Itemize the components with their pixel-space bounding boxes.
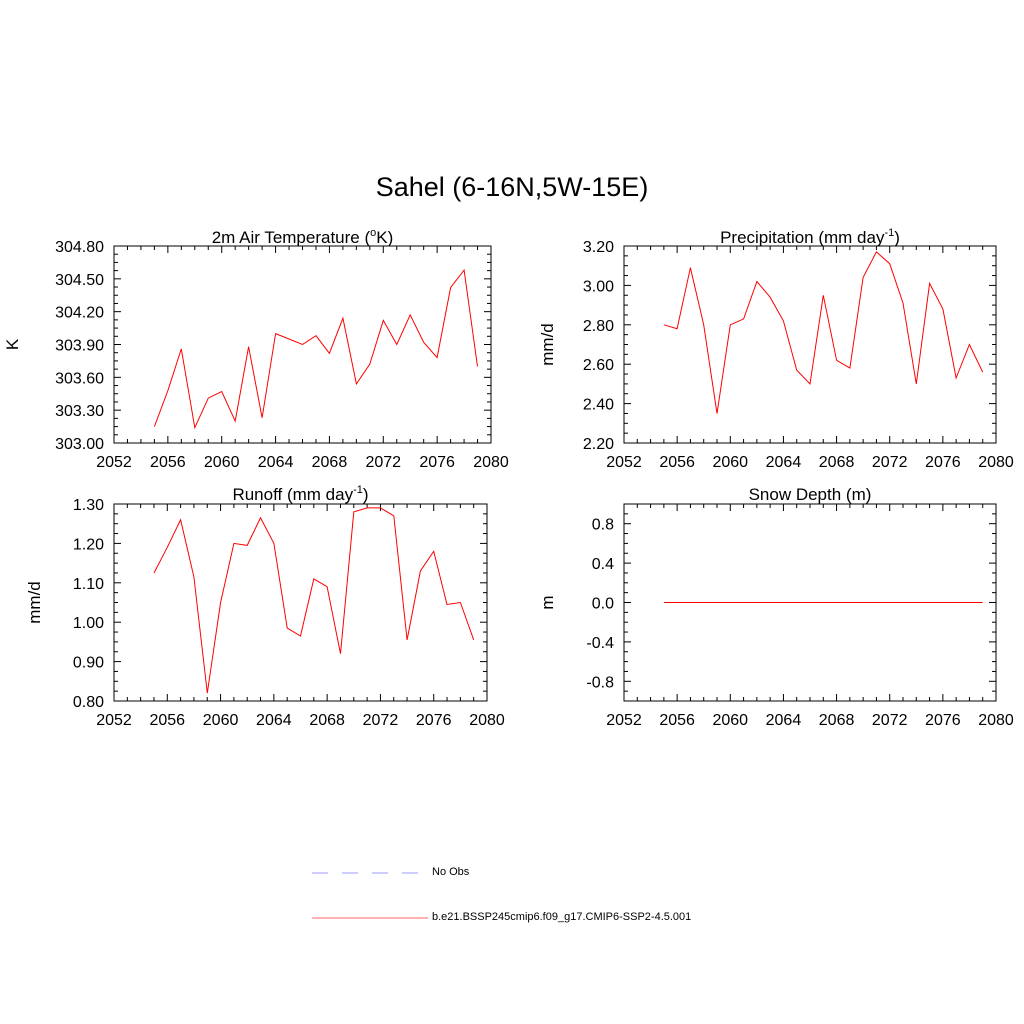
plot-frame (113, 503, 488, 702)
y-tick-label: 0.0 (592, 596, 614, 613)
x-tick-label: 2060 (203, 712, 239, 729)
x-tick-label: 2052 (606, 454, 642, 471)
x-tick-label: 2080 (978, 712, 1014, 729)
y-tick-label: 1.30 (73, 497, 104, 514)
chart-panel-3: Runoff (mm day-1) mm/d 2052 2056 2060 2064 206… (25, 484, 505, 729)
y-tick-label: 304.80 (55, 239, 104, 256)
y-tick-label: 304.20 (55, 305, 104, 322)
x-tick-label: 2052 (96, 454, 132, 471)
y-tick-label: 3.00 (583, 278, 614, 295)
y-axis-label: mm/d (538, 323, 557, 366)
y-tick-label: 0.80 (73, 694, 104, 711)
chart-panel-2: Precipitation (mm day-1) mm/d 2052 2056 2060… (538, 227, 1014, 471)
series-line (153, 507, 475, 694)
y-tick-label: 3.20 (583, 239, 614, 256)
y-tick-label: -0.8 (586, 674, 614, 691)
x-tick-label: 2072 (872, 712, 908, 729)
x-tick-label: 2080 (469, 712, 505, 729)
chart-panel-4: Snow Depth (m) m 2052 2056 2060 2064 2068 2072 2… (538, 485, 1014, 729)
x-tick-label: 2072 (365, 454, 401, 471)
y-tick-label: 303.00 (55, 436, 104, 453)
x-tick-label: 2072 (363, 712, 399, 729)
y-axis-label: K (3, 338, 22, 350)
x-tick-label: 2076 (416, 712, 452, 729)
y-axis-label: m (538, 595, 557, 609)
x-tick-label: 2056 (149, 712, 185, 729)
chart-title: Runoff (mm day-1) (232, 484, 368, 504)
series-line (153, 268, 478, 430)
x-tick-label: 2052 (96, 712, 132, 729)
chart-title: Snow Depth (m) (749, 485, 872, 504)
plot-frame (623, 245, 997, 444)
y-tick-label: 2.40 (583, 397, 614, 414)
x-tick-label: 2076 (925, 454, 961, 471)
x-tick-label: 2064 (766, 712, 802, 729)
x-tick-label: 2076 (925, 712, 961, 729)
x-tick-label: 2064 (258, 454, 294, 471)
x-tick-label: 2064 (766, 454, 802, 471)
y-tick-label: 303.30 (55, 403, 104, 420)
y-tick-label: 0.8 (592, 517, 614, 534)
x-tick-label: 2060 (204, 454, 240, 471)
x-tick-label: 2080 (978, 454, 1014, 471)
x-tick-label: 2056 (150, 454, 186, 471)
y-axis-label: mm/d (25, 581, 44, 624)
chart-title: Precipitation (mm day-1) (720, 227, 900, 247)
x-tick-label: 2056 (659, 454, 695, 471)
x-tick-label: 2068 (819, 454, 855, 471)
y-tick-label: 2.80 (583, 318, 614, 335)
y-tick-label: 1.00 (73, 615, 104, 632)
x-tick-label: 2064 (256, 712, 292, 729)
x-tick-label: 2068 (312, 454, 348, 471)
chart-panel-1: 2m Air Temperature (oK) K 2052 2056 2060 2064… (3, 227, 509, 471)
y-tick-label: 303.60 (55, 370, 104, 387)
x-tick-label: 2060 (712, 454, 748, 471)
x-tick-label: 2052 (606, 712, 642, 729)
x-tick-label: 2068 (309, 712, 345, 729)
y-tick-label: 0.4 (592, 556, 614, 573)
x-tick-label: 2060 (712, 712, 748, 729)
y-tick-label: 0.90 (73, 655, 104, 672)
x-tick-label: 2076 (419, 454, 455, 471)
y-tick-label: 1.20 (73, 536, 104, 553)
series-line (663, 251, 984, 414)
y-tick-label: 303.90 (55, 338, 104, 355)
y-tick-label: 2.20 (583, 436, 614, 453)
x-tick-label: 2072 (872, 454, 908, 471)
y-tick-label: 2.60 (583, 357, 614, 374)
y-tick-label: 304.50 (55, 272, 104, 289)
y-tick-label: 1.10 (73, 576, 104, 593)
x-tick-label: 2056 (659, 712, 695, 729)
figure-title: Sahel (6-16N,5W-15E) (375, 172, 649, 202)
chart-title: 2m Air Temperature (oK) (212, 227, 394, 247)
x-tick-label: 2068 (819, 712, 855, 729)
y-tick-label: -0.4 (586, 635, 614, 652)
x-tick-label: 2080 (473, 454, 509, 471)
